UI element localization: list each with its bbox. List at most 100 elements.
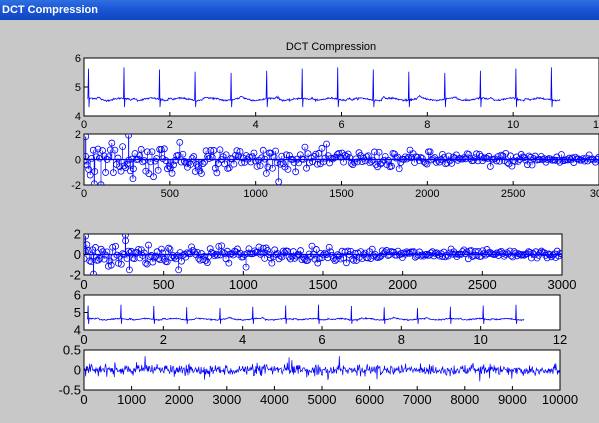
ecg-trace — [87, 67, 561, 108]
y-tick-label: -2 — [69, 268, 81, 283]
stem-marker — [262, 169, 270, 177]
x-tick-label: 4 — [239, 332, 246, 347]
stem-marker — [216, 146, 224, 154]
stem-marker — [149, 258, 157, 266]
stem-marker — [503, 159, 511, 166]
y-tick-label: -2 — [71, 180, 81, 192]
x-tick-label: 1500 — [309, 277, 338, 292]
stem-marker — [506, 247, 514, 255]
stem-marker — [208, 153, 216, 161]
window-titlebar[interactable]: DCT Compression — [0, 0, 599, 20]
axes-ecg-reconstructed: 0 2 4 6 8 10 12 4 5 6 — [74, 288, 567, 347]
y-tick-label: 0 — [74, 363, 81, 378]
stem-marker — [454, 156, 462, 164]
stem-marker — [103, 248, 111, 256]
stem-marker — [434, 251, 442, 259]
stem-marker — [344, 247, 352, 255]
stem-marker — [318, 144, 326, 152]
y-tick-label: 4 — [74, 323, 81, 338]
x-tick-label: 8000 — [450, 392, 479, 407]
stem-marker — [213, 169, 221, 177]
stem-marker — [547, 155, 554, 163]
y-tick-label: 2 — [75, 129, 81, 141]
x-tick-label: 500 — [153, 277, 175, 292]
stem-marker — [106, 146, 114, 154]
stem-marker — [92, 153, 100, 161]
error-trace — [84, 356, 560, 382]
stem-marker — [372, 161, 380, 169]
stem-marker — [207, 147, 215, 154]
x-tick-label: 4 — [253, 119, 259, 131]
stem-marker — [564, 156, 571, 164]
stem-marker — [422, 159, 429, 167]
stem-marker — [143, 148, 151, 156]
stem-marker — [140, 157, 148, 164]
stem-marker — [86, 257, 94, 265]
stem-marker — [255, 243, 263, 251]
stem-marker — [514, 157, 522, 165]
stem-marker — [364, 152, 372, 160]
x-tick-label: 12 — [593, 119, 599, 131]
stem-marker — [434, 156, 442, 164]
stem-marker — [191, 168, 199, 175]
x-tick-label: 9000 — [498, 392, 527, 407]
stem-marker — [199, 160, 207, 167]
x-tick-label: 0 — [80, 392, 87, 407]
x-tick-label: 6 — [318, 332, 325, 347]
stem-marker — [230, 160, 238, 168]
x-tick-label: 6000 — [355, 392, 384, 407]
stem-marker — [259, 146, 267, 154]
stem-marker — [84, 234, 89, 240]
stem-marker — [486, 163, 494, 170]
stem-marker — [278, 152, 286, 160]
stem-marker — [89, 146, 97, 154]
stem-marker — [347, 159, 355, 167]
stem-marker — [279, 160, 287, 168]
x-tick-label: 0 — [81, 119, 87, 131]
stem-marker — [166, 245, 174, 253]
stem-marker — [405, 153, 412, 161]
stem-marker — [168, 169, 176, 177]
x-tick-label: 2000 — [165, 392, 194, 407]
stem-marker — [232, 151, 239, 159]
stem-marker — [160, 145, 168, 153]
stem-marker — [439, 150, 446, 158]
y-tick-label: 0 — [75, 154, 81, 166]
stem-marker — [558, 151, 565, 158]
stem-marker — [284, 166, 292, 173]
x-tick-label: 3000 — [548, 277, 577, 292]
stem-marker — [242, 263, 250, 271]
stem-marker — [315, 255, 323, 262]
stem-marker — [308, 242, 316, 250]
series-dct-coefficients-truncated — [84, 234, 562, 275]
stem-marker — [188, 243, 195, 251]
stem-marker — [145, 170, 153, 177]
stem-marker — [264, 246, 271, 254]
stem-marker — [126, 266, 133, 274]
stem-marker — [476, 150, 483, 158]
x-tick-label: 2000 — [388, 277, 417, 292]
axes-reconstruction-error: 0 1000 2000 3000 4000 5000 6000 7000 8000 9000 100… — [59, 343, 578, 407]
stem-marker — [238, 159, 245, 167]
stem-marker — [575, 155, 582, 163]
stem-marker — [445, 152, 453, 160]
x-tick-label: 0 — [81, 188, 87, 200]
stem-marker — [282, 151, 290, 159]
stem-marker — [444, 252, 452, 260]
stem-marker — [122, 234, 129, 239]
stem-marker — [125, 134, 133, 139]
stem-marker — [267, 254, 274, 262]
stem-marker — [102, 169, 110, 176]
stem-marker — [109, 169, 117, 176]
y-tick-label: 2 — [74, 227, 81, 242]
stem-marker — [299, 155, 307, 163]
stem-marker — [268, 259, 276, 267]
stem-marker — [106, 257, 114, 265]
stem-marker — [375, 148, 383, 156]
stem-marker — [119, 143, 127, 151]
stem-marker — [312, 246, 320, 253]
stem-marker — [174, 151, 182, 159]
stem-marker — [84, 255, 88, 262]
stem-marker — [136, 152, 144, 160]
